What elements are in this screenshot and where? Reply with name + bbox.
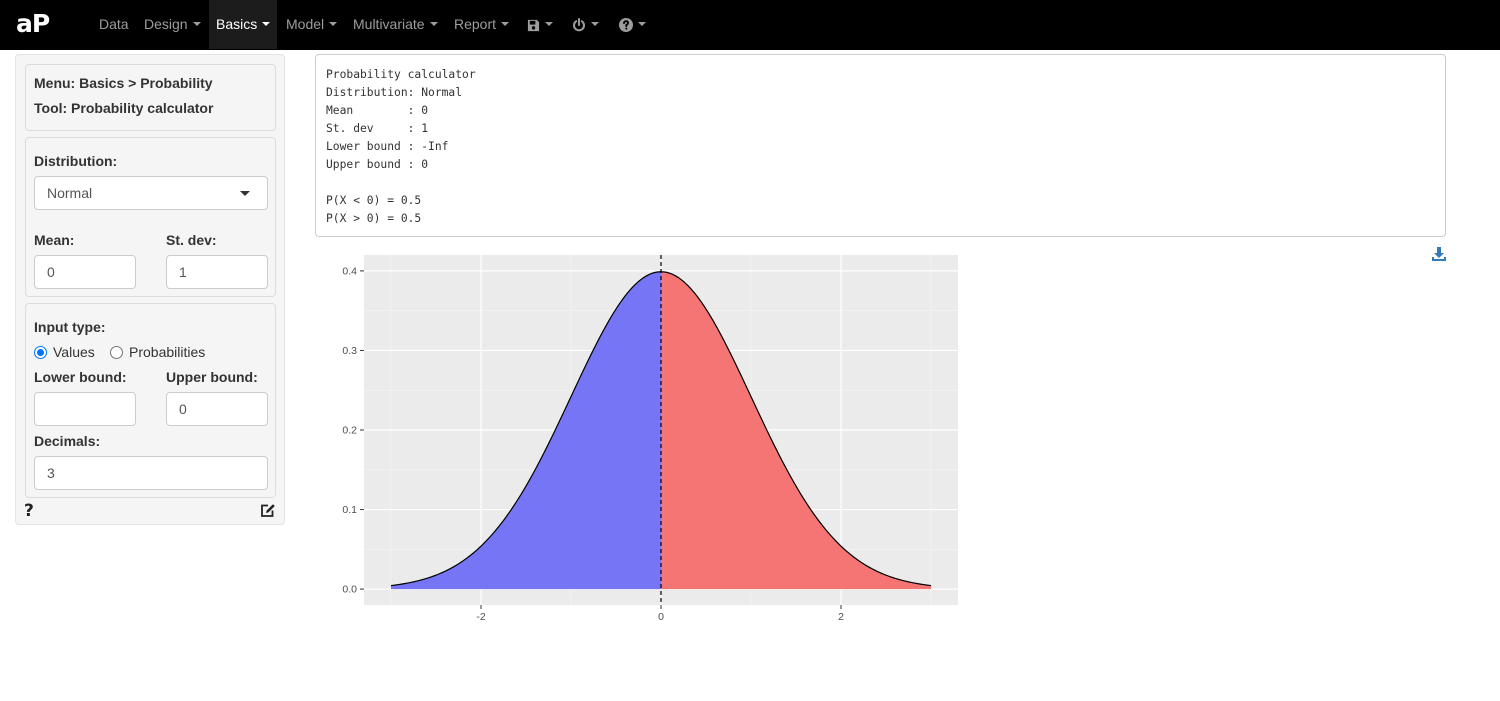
values-radio-label[interactable]: Values xyxy=(53,344,95,360)
chevron-down-icon xyxy=(545,22,553,27)
output-line: Lower bound : -Inf xyxy=(326,140,449,153)
tool-info-well: Menu: Basics > Probability Tool: Probabi… xyxy=(25,64,276,131)
nav-save-menu[interactable] xyxy=(517,0,563,49)
output-line xyxy=(326,174,1435,192)
summary-output: Probability calculator Distribution: Nor… xyxy=(315,54,1446,237)
mean-input[interactable]: 0 xyxy=(34,255,136,289)
sidebar-panel: Menu: Basics > Probability Tool: Probabi… xyxy=(15,54,285,525)
output-line: P(X > 0) = 0.5 xyxy=(326,212,422,225)
y-tick-label: 0.0 xyxy=(342,584,357,596)
lower-bound-input[interactable] xyxy=(34,392,136,426)
sd-input-value: 1 xyxy=(179,264,187,280)
probabilities-radio-label[interactable]: Probabilities xyxy=(129,344,206,360)
top-navbar: aP Data Design Basics Model Multivariate… xyxy=(0,0,1500,50)
x-tick-label: 2 xyxy=(838,611,844,623)
output-line: Mean : 0 xyxy=(326,104,429,117)
decimals-input[interactable]: 3 xyxy=(34,456,268,490)
chevron-down-icon xyxy=(240,191,250,196)
y-tick-label: 0.4 xyxy=(342,265,357,277)
tool-name-label: Tool: Probability calculator xyxy=(34,100,214,116)
upper-bound-label: Upper bound: xyxy=(166,369,258,385)
output-line: Distribution: Normal xyxy=(326,86,463,99)
nav-multivariate-label: Multivariate xyxy=(353,16,425,32)
upper-bound-input-value: 0 xyxy=(179,401,187,417)
nav-model[interactable]: Model xyxy=(275,0,348,49)
lower-bound-label: Lower bound: xyxy=(34,369,127,385)
nav-design-label: Design xyxy=(144,16,188,32)
output-line: St. dev : 1 xyxy=(326,122,429,135)
sd-label: St. dev: xyxy=(166,232,217,248)
x-tick-label: 0 xyxy=(658,611,664,623)
output-line: Upper bound : 0 xyxy=(326,158,429,171)
probabilities-radio[interactable] xyxy=(110,346,123,359)
chevron-down-icon xyxy=(429,22,438,27)
nav-basics[interactable]: Basics xyxy=(209,0,278,49)
menu-path-label: Menu: Basics > Probability xyxy=(34,75,213,91)
nav-model-label: Model xyxy=(286,16,325,32)
nav-data-label: Data xyxy=(99,16,129,32)
distribution-select[interactable]: Normal xyxy=(34,176,268,210)
chevron-down-icon xyxy=(638,22,646,27)
chevron-down-icon xyxy=(192,22,201,27)
y-tick-label: 0.1 xyxy=(342,504,357,516)
nav-data[interactable]: Data xyxy=(88,0,140,49)
chevron-down-icon xyxy=(329,22,338,27)
edit-report-icon[interactable] xyxy=(260,503,276,518)
mean-label: Mean: xyxy=(34,232,75,248)
output-line: Probability calculator xyxy=(326,68,476,81)
x-tick-label: -2 xyxy=(476,611,485,623)
upper-tail-area xyxy=(661,271,931,590)
values-radio[interactable] xyxy=(34,346,47,359)
decimals-label: Decimals: xyxy=(34,433,101,449)
nav-multivariate[interactable]: Multivariate xyxy=(342,0,449,49)
app-logo[interactable]: aP xyxy=(16,9,50,38)
nav-basics-label: Basics xyxy=(216,16,258,32)
help-question-icon[interactable]: ? xyxy=(24,501,34,521)
nav-report-label: Report xyxy=(454,16,497,32)
sd-input[interactable]: 1 xyxy=(166,255,268,289)
chevron-down-icon xyxy=(262,22,271,27)
chevron-down-icon xyxy=(501,22,510,27)
y-tick-label: 0.2 xyxy=(342,425,357,437)
power-icon xyxy=(573,18,585,32)
decimals-input-value: 3 xyxy=(47,465,55,481)
nav-report[interactable]: Report xyxy=(443,0,520,49)
mean-input-value: 0 xyxy=(47,264,55,280)
chevron-down-icon xyxy=(591,22,599,27)
distribution-label: Distribution: xyxy=(34,153,118,169)
save-icon xyxy=(527,19,540,31)
nav-power-menu[interactable] xyxy=(562,0,609,49)
output-line: P(X < 0) = 0.5 xyxy=(326,194,422,207)
distribution-select-value: Normal xyxy=(47,185,93,201)
help-circle-icon xyxy=(619,18,633,33)
y-tick-label: 0.3 xyxy=(342,345,357,357)
download-icon[interactable] xyxy=(1431,246,1447,262)
bounds-well: Input type: Values Probabilities Lower b… xyxy=(25,303,276,498)
nav-help-menu[interactable] xyxy=(609,0,656,49)
upper-bound-input[interactable]: 0 xyxy=(166,392,268,426)
distribution-well: Distribution: Normal Mean: St. dev: 0 1 xyxy=(25,137,276,297)
lower-tail-area xyxy=(391,271,661,590)
input-type-label: Input type: xyxy=(34,319,106,335)
probability-density-chart: 0.0 0.1 0.2 0.3 0.4 -2 0 2 xyxy=(342,255,958,623)
nav-design[interactable]: Design xyxy=(133,0,212,49)
